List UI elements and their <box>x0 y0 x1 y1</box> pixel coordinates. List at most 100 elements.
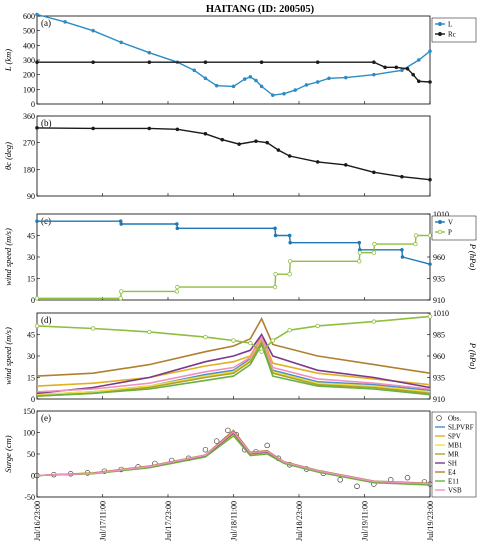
series-point-P <box>372 241 377 247</box>
series-point-Rc <box>315 60 320 65</box>
series-point-P <box>427 233 433 238</box>
legend-label: E4 <box>448 469 456 477</box>
series-point-Rc <box>259 60 264 65</box>
series-line-L <box>36 13 431 96</box>
series-point-L <box>428 49 432 54</box>
series-point-V <box>288 240 293 245</box>
y-tick-label: -50 <box>24 493 35 502</box>
series-point-θc <box>35 126 39 130</box>
legend-label: MB1 <box>448 442 463 450</box>
series-point-V <box>287 233 292 238</box>
series-line-E11 <box>36 342 431 397</box>
series-point-θc <box>276 148 281 152</box>
series-point-θc <box>175 127 180 132</box>
series-point-θc <box>343 163 348 167</box>
y-tick-label: 0 <box>31 395 35 404</box>
y2-tick-label: 935 <box>433 374 445 383</box>
legend-label: VSB <box>448 487 462 495</box>
plot-frame <box>36 15 431 105</box>
y2-tick-label: 960 <box>433 352 445 361</box>
y2-tick-label: 960 <box>433 253 445 262</box>
series-line-MR <box>36 339 431 397</box>
y-tick-label: 30 <box>27 253 35 262</box>
legend-c: VP <box>431 215 477 241</box>
y-tick-label: 200 <box>23 71 35 80</box>
series-point-P <box>231 338 236 343</box>
legend-label: Rc <box>448 31 456 39</box>
series-line-P <box>37 234 430 299</box>
series-point-P <box>270 338 275 343</box>
legend-marker <box>438 230 442 234</box>
series-point-P <box>273 272 278 277</box>
series-point-L <box>147 50 152 55</box>
series-point-L <box>304 83 309 87</box>
series-point-Rc <box>428 80 432 84</box>
series-point-L <box>248 75 253 79</box>
series-point-P <box>248 340 253 346</box>
series-point-V <box>273 226 277 231</box>
series-point-V <box>357 240 362 245</box>
panel-4: -50 0 50 100 150 (e) Surge (cm) <box>3 407 433 502</box>
series-point-θc <box>315 160 320 164</box>
series-line-P <box>36 315 431 353</box>
y-tick-label: 90 <box>27 192 35 201</box>
y-axis-label: Surge (cm) <box>3 435 13 472</box>
y-tick-label: 400 <box>23 41 35 50</box>
legend-box <box>431 215 477 241</box>
series-point-L <box>293 88 298 92</box>
series-point-θc <box>203 131 208 136</box>
series-point-L <box>35 12 39 17</box>
y-tick-label: 300 <box>23 56 35 65</box>
series-point-P <box>413 241 418 247</box>
legend-label: V <box>448 219 453 227</box>
series-point-V <box>400 255 405 259</box>
y-tick-label: 15 <box>27 275 35 284</box>
legend-marker <box>438 220 442 224</box>
y-tick-label: 45 <box>27 232 35 241</box>
series-line-Rc <box>37 61 431 83</box>
y-tick-label: 600 <box>23 12 35 21</box>
y-tick-label: 360 <box>23 112 35 121</box>
series-point-Rc <box>203 60 208 65</box>
legend-label: E11 <box>448 478 460 486</box>
series-point-Rc <box>35 60 39 65</box>
series-line-VSB <box>36 335 431 393</box>
series-line-SPV <box>36 430 431 485</box>
obs-point <box>264 442 270 449</box>
x-tick-label: Jul/19/23:00 <box>426 501 435 541</box>
series-point-P <box>118 296 123 301</box>
series-line-SPV <box>36 334 431 387</box>
series-point-L <box>270 93 275 98</box>
panel-1: 90 180 270 360 (b) θc (deg) <box>3 112 432 201</box>
series-point-L <box>119 40 124 45</box>
obs-point <box>213 438 220 444</box>
y-axis-label: L (km) <box>3 49 13 72</box>
series-point-V <box>174 222 179 226</box>
x-tick-label: Jul/19/11:00 <box>361 501 370 541</box>
y-axis-label: θc (deg) <box>3 142 13 170</box>
series-point-L <box>192 68 197 73</box>
legend-label: SPV <box>448 433 461 441</box>
y2-tick-label: 1010 <box>433 309 449 318</box>
series-point-θc <box>372 170 376 175</box>
series-point-P <box>272 284 278 290</box>
series-point-L <box>259 84 264 89</box>
panel-label: (b) <box>41 118 52 128</box>
series-point-P <box>119 289 124 294</box>
series-point-Rc <box>405 66 410 71</box>
y2-tick-label: 910 <box>433 395 445 404</box>
x-tick-label: Jul/17/11:00 <box>99 501 108 541</box>
y2-axis-label: P (hPa) <box>468 342 478 370</box>
series-point-θc <box>147 126 152 131</box>
y2-axis-label: P (hPa) <box>468 243 478 271</box>
series-point-P <box>427 314 433 319</box>
series-point-θc <box>287 154 292 158</box>
legend-label: SH <box>448 460 457 468</box>
obs-point <box>354 483 360 490</box>
y-tick-label: 15 <box>27 374 35 383</box>
series-point-θc <box>254 139 258 144</box>
legend-a: L Rc <box>431 17 477 43</box>
series-point-V <box>119 222 124 226</box>
